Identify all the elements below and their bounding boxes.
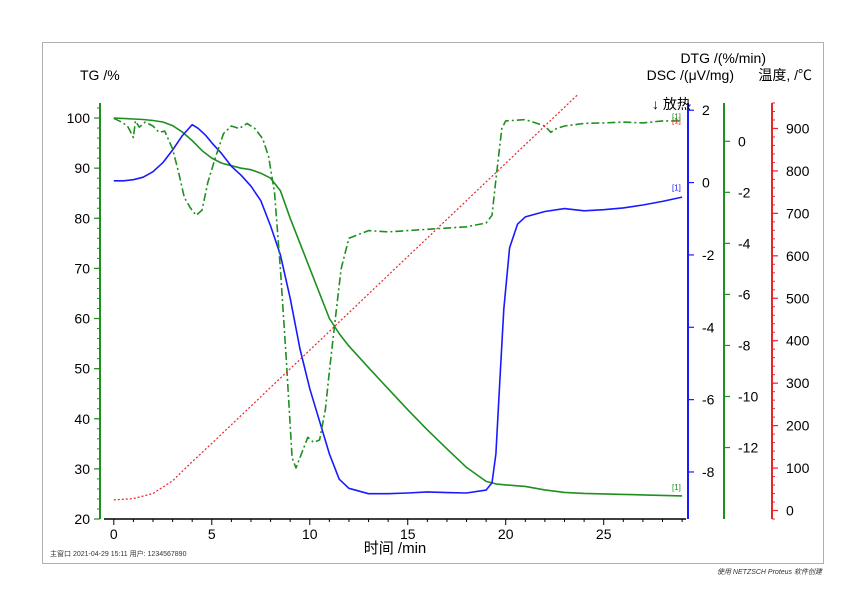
dtg-tick-label: -4 — [738, 235, 751, 251]
x-axis-title: 时间 /min — [364, 540, 427, 557]
dtg-axis-title: DTG /(%/min) — [680, 50, 766, 66]
tg-tick-label: 20 — [74, 511, 90, 527]
dtg-tick-label: -2 — [738, 184, 751, 200]
tg-tick-label: 50 — [74, 361, 90, 377]
temp-tick-label: 900 — [786, 120, 810, 136]
temp-tick-label: 0 — [786, 503, 794, 519]
plot-frame — [42, 42, 824, 564]
x-tick-label: 20 — [498, 526, 514, 542]
dsc-tick-label: -4 — [702, 319, 715, 335]
series-温度-line — [113, 95, 579, 501]
x-tick-label: 5 — [208, 526, 216, 542]
x-tick-label: 0 — [110, 526, 118, 542]
footer-software-credit: 使用 NETZSCH Proteus 软件创建 — [716, 569, 822, 576]
series-dtg-line — [113, 117, 683, 469]
x-tick-label: 25 — [596, 526, 612, 542]
x-tick-label: 15 — [400, 526, 416, 542]
dtg-tick-label: -6 — [738, 286, 751, 302]
tg-tick-label: 60 — [74, 311, 90, 327]
dtg-tick-label: -12 — [738, 440, 758, 456]
footer-window-info: 主窗口 2021-04-29 15:11 用户: 1234567890 — [50, 551, 187, 558]
dtg-tick-label: -8 — [738, 337, 751, 353]
curve-end-label: [1] — [672, 483, 681, 492]
tg-tick-label: 40 — [74, 411, 90, 427]
temp-axis-title: 温度, /℃ — [758, 67, 812, 83]
tg-axis-title: TG /% — [80, 67, 120, 83]
temp-tick-label: 400 — [786, 333, 810, 349]
dsc-tick-label: 0 — [702, 175, 710, 191]
dtg-tick-label: 0 — [738, 133, 746, 149]
temp-tick-label: 200 — [786, 418, 810, 434]
dsc-tick-label: -2 — [702, 247, 715, 263]
temp-tick-label: 600 — [786, 248, 810, 264]
tg-tick-label: 30 — [74, 461, 90, 477]
tg-tick-label: 100 — [67, 110, 91, 126]
tg-tick-label: 90 — [74, 160, 90, 176]
series-tg-line — [113, 117, 683, 497]
tg-tick-label: 70 — [74, 260, 90, 276]
series-dsc-line — [113, 123, 683, 495]
temp-tick-label: 500 — [786, 290, 810, 306]
curve-end-label: [1] — [672, 113, 681, 122]
temp-tick-label: 700 — [786, 205, 810, 221]
curve-end-label: [1] — [672, 184, 681, 193]
dsc-tick-label: -6 — [702, 392, 715, 408]
x-tick-label: 10 — [302, 526, 318, 542]
exotherm-annotation: ↓ 放热 — [652, 96, 691, 112]
temp-tick-label: 100 — [786, 460, 810, 476]
dsc-tick-label: -8 — [702, 464, 715, 480]
tg-tick-label: 80 — [74, 210, 90, 226]
dtg-tick-label: -10 — [738, 388, 758, 404]
dsc-tick-label: 2 — [702, 102, 710, 118]
dsc-axis-title: DSC /(μV/mg) — [647, 67, 734, 83]
curve-end-label: [1] — [672, 116, 681, 125]
temp-tick-label: 300 — [786, 375, 810, 391]
temp-tick-label: 800 — [786, 163, 810, 179]
